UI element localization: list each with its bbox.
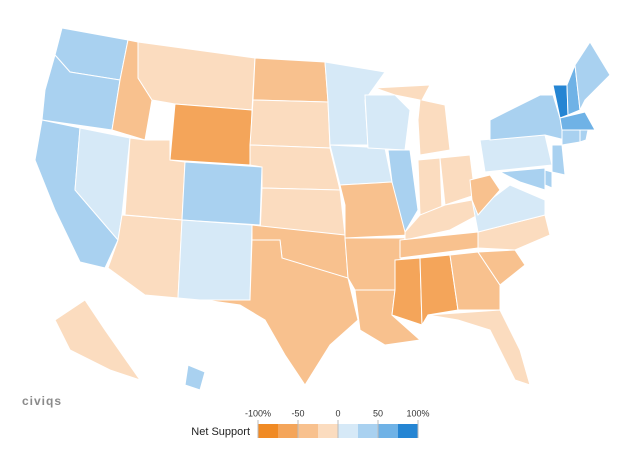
state <box>54 299 142 381</box>
state <box>559 111 596 131</box>
legend-swatch <box>338 424 358 438</box>
logo: civiqs <box>22 394 62 408</box>
legend-tick-label: -50 <box>291 408 304 418</box>
state <box>417 157 443 216</box>
legend-swatch <box>278 424 298 438</box>
legend-tick-label: 50 <box>373 408 383 418</box>
state <box>574 41 611 112</box>
state <box>561 129 581 146</box>
legend-swatch <box>318 424 338 438</box>
state <box>177 219 253 301</box>
legend-title: Net Support <box>191 426 250 438</box>
state <box>579 129 589 143</box>
state <box>329 144 393 186</box>
state <box>498 167 546 191</box>
state <box>184 364 206 391</box>
legend-tick-label: 100% <box>406 408 429 418</box>
state <box>489 94 566 141</box>
legend-swatch <box>258 424 278 438</box>
state <box>391 257 423 326</box>
states <box>34 27 611 391</box>
legend-swatch <box>378 424 398 438</box>
state <box>181 161 263 226</box>
state <box>364 94 411 151</box>
state <box>419 254 459 327</box>
legend-swatch <box>358 424 378 438</box>
state <box>339 181 411 239</box>
state <box>169 103 253 166</box>
legend-tick-label: -100% <box>245 408 271 418</box>
legend: -100% -50 0 50 100% <box>245 408 430 438</box>
state <box>374 84 451 156</box>
state <box>137 41 256 111</box>
state <box>479 134 553 173</box>
state <box>204 239 359 386</box>
state <box>477 214 551 251</box>
state <box>477 249 526 286</box>
state <box>252 57 329 103</box>
state <box>544 169 553 189</box>
state <box>469 174 501 216</box>
legend-swatch <box>298 424 318 438</box>
legend-swatch <box>398 424 418 438</box>
state <box>249 99 331 149</box>
state <box>387 149 419 234</box>
state <box>249 144 341 191</box>
state <box>427 309 531 386</box>
state <box>551 144 566 176</box>
legend-tick-label: 0 <box>335 408 340 418</box>
